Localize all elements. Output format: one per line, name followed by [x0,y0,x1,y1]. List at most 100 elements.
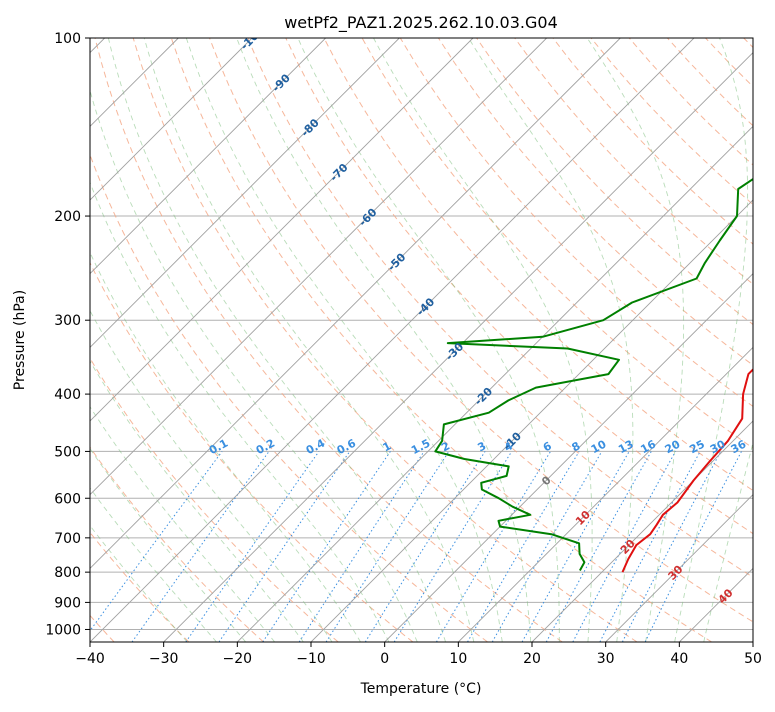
mixing-ratio-line [299,451,424,642]
x-tick-label: −30 [149,651,179,667]
isotherms [0,38,775,642]
dry-adiabat-line [286,38,775,642]
x-tick-label: −20 [223,651,253,667]
dry-adiabat-line [0,38,189,642]
dry-adiabat-line [553,38,775,642]
mixing-ratio-line [522,451,629,642]
isotherm-label: -60 [356,206,379,229]
isotherm-line [164,38,768,642]
dry-adiabat-line [744,38,775,642]
isotherm-line [90,38,694,642]
mixing-ratio-label: 16 [638,437,658,456]
mixing-ratio-lines [82,451,742,642]
mixing-ratio-line [263,451,391,642]
dry-adiabat-line [57,38,488,642]
dry-adiabat-line [19,38,413,642]
y-tick-label: 700 [54,531,81,547]
moist-adiabat-line [0,38,246,642]
mixing-ratio-label: 6 [541,439,554,454]
mixing-ratio-line [219,451,350,642]
dry-adiabat-line [515,38,775,642]
isotherm-line [753,38,775,642]
y-tick-label: 600 [54,491,81,507]
y-tick-label: 400 [54,387,81,403]
dry-adiabat-line [667,38,775,642]
x-tick-label: 0 [380,651,389,667]
y-tick-label: 100 [54,31,81,47]
moist-adiabat-line [108,38,445,642]
x-tick-label: 20 [523,651,541,667]
isotherm-label: -40 [414,295,437,318]
isotherm-line [0,38,326,642]
mixing-ratio-line [468,451,580,642]
dewpoint-profile-line [435,38,775,571]
isotherm-label: -70 [327,161,350,184]
isotherm-label: 40 [716,586,736,606]
dry-adiabat-line [591,38,775,642]
moist-adiabat-line [4,38,332,642]
mixing-ratio-label: 0.2 [254,437,277,458]
x-tick-label: −40 [75,651,105,667]
mixing-ratio-label: 1.5 [409,437,432,458]
mixing-ratio-line [365,451,485,642]
isotherm-label: -10 [501,429,524,452]
mixing-ratio-line [82,451,222,642]
moist-adiabat-line [587,38,683,642]
mixing-ratio-label: 30 [708,437,728,456]
y-tick-label: 900 [54,595,81,611]
mixing-ratio-label: 1 [381,439,394,454]
pressure-gridlines [90,38,753,629]
isotherm-label: -90 [270,71,293,94]
moist-adiabats [0,38,775,642]
x-axis-label: Temperature (°C) [360,681,482,697]
dry-adiabat-line [706,38,775,642]
isotherm-line [0,38,547,642]
x-tick-label: 10 [449,651,467,667]
moist-adiabat-line [50,38,389,642]
mixing-ratio-label: 25 [687,438,707,457]
mixing-ratio-label: 10 [589,437,609,456]
isotherm-line [311,38,775,642]
y-tick-label: 300 [54,313,81,329]
isotherm-label: 10 [573,508,593,528]
mixing-ratio-label: 36 [729,437,749,456]
isotherm-label: -80 [299,116,322,139]
mixing-ratio-label: 20 [663,437,683,456]
isotherm-label: -50 [385,250,408,273]
moist-adiabat-line [186,38,502,642]
x-tick-label: 30 [597,651,615,667]
dry-adiabat-line [133,38,637,642]
y-tick-label: 1000 [45,622,81,638]
moist-adiabat-line [0,38,187,642]
dry-adiabats [0,38,775,642]
mixing-ratio-label: 0.1 [207,437,230,458]
moist-adiabat-line [0,38,217,642]
y-tick-label: 500 [54,444,81,460]
isotherm-label: -20 [472,385,495,408]
moist-adiabat-line [77,38,417,642]
x-tick-label: −10 [296,651,326,667]
y-tick-label: 200 [54,209,81,225]
moist-adiabat-line [704,38,775,642]
mixing-ratio-label: 0.6 [335,436,359,457]
mixing-ratio-label: 8 [570,439,583,454]
isotherm-line [0,38,252,642]
isotherm-label: 20 [618,537,638,557]
isotherm-line [532,38,775,642]
plot-frame [90,38,753,642]
moist-adiabat-line [0,38,303,642]
moist-adiabat-line [0,38,275,642]
x-tick-label: 50 [744,651,762,667]
x-tick-label: 40 [670,651,688,667]
moist-adiabat-line [675,38,748,642]
chart-title: wetPf2_PAZ1.2025.262.10.03.G04 [284,13,558,33]
y-axis-label: Pressure (hPa) [12,290,28,390]
profile-series [435,38,775,572]
y-tick-label: 800 [54,565,81,581]
mixing-ratio-line [326,451,449,642]
